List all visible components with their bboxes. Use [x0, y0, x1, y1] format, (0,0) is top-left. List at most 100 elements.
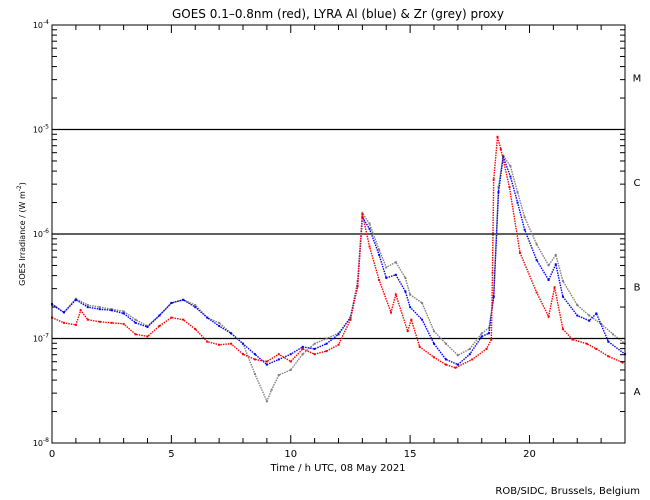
data-point: [588, 314, 591, 317]
data-point: [122, 312, 125, 315]
data-point: [74, 297, 77, 300]
y-tick-exponent: -7: [43, 333, 49, 340]
y-tick-exponent: -6: [43, 228, 49, 235]
data-point: [571, 338, 574, 341]
data-point: [385, 276, 388, 279]
data-point: [421, 318, 424, 321]
data-point: [404, 276, 407, 279]
data-point: [368, 245, 371, 248]
data-point: [98, 320, 101, 323]
data-point: [265, 360, 268, 363]
data-point: [74, 298, 77, 301]
data-point: [535, 243, 538, 246]
data-point: [492, 295, 495, 298]
data-point: [62, 321, 65, 324]
y-axis-label-end: ): [18, 182, 27, 185]
data-point: [325, 342, 328, 345]
data-point: [454, 366, 457, 369]
x-tick-label: 0: [49, 449, 55, 460]
data-point: [468, 353, 471, 356]
data-point: [621, 361, 624, 364]
flare-class-label: C: [634, 178, 641, 189]
data-point: [313, 353, 316, 356]
data-point: [218, 343, 221, 346]
data-point: [277, 374, 280, 377]
data-point: [134, 333, 137, 336]
data-point: [394, 293, 397, 296]
data-point: [349, 318, 352, 321]
data-point: [110, 321, 113, 324]
data-point: [265, 363, 268, 366]
data-point: [480, 332, 483, 335]
data-point: [218, 321, 221, 324]
data-point: [394, 261, 397, 264]
data-point: [301, 347, 304, 350]
data-point: [265, 400, 268, 403]
data-point: [516, 201, 519, 204]
data-point: [253, 358, 256, 361]
data-point: [406, 330, 409, 333]
data-point: [301, 345, 304, 348]
data-point: [146, 326, 149, 329]
data-point: [612, 333, 615, 336]
data-point: [170, 301, 173, 304]
data-point: [497, 191, 500, 194]
data-point: [456, 354, 459, 357]
y-axis-label: GOES Irradiance / (W m-2): [16, 182, 27, 286]
data-point: [588, 319, 591, 322]
data-point: [270, 388, 273, 391]
y-tick-base: 10: [33, 335, 43, 344]
data-point: [86, 318, 89, 321]
data-point: [554, 263, 557, 266]
data-point: [361, 216, 364, 219]
y-tick-exponent: -4: [43, 19, 49, 26]
data-point: [433, 330, 435, 333]
data-point: [206, 340, 209, 343]
data-point: [182, 298, 185, 301]
data-point: [182, 318, 185, 321]
x-tick-label: 10: [284, 449, 297, 460]
data-point: [368, 222, 371, 225]
x-tick-label: 15: [404, 449, 417, 460]
y-tick-exponent: -5: [43, 124, 49, 131]
data-point: [253, 353, 256, 356]
data-point: [547, 315, 550, 318]
chart-title: GOES 0.1–0.8nm (red), LYRA Al (blue) & Z…: [172, 7, 504, 21]
data-point: [289, 353, 292, 356]
series-lyra-zr-proxy: [51, 153, 626, 403]
data-point: [122, 322, 125, 325]
data-point: [547, 264, 550, 267]
data-point: [218, 324, 221, 327]
data-point: [230, 332, 233, 335]
data-point: [206, 316, 209, 319]
data-point: [86, 304, 89, 307]
data-point: [433, 356, 435, 359]
data-point: [394, 273, 397, 276]
data-point: [410, 318, 413, 321]
x-tick-label: 20: [523, 449, 536, 460]
data-point: [289, 360, 292, 363]
x-axis-label: Time / h UTC, 08 May 2021: [269, 463, 405, 474]
y-tick-label: 10-7: [33, 333, 49, 344]
data-point: [409, 306, 412, 309]
data-point: [607, 340, 610, 343]
series-goes-0-1-0-8nm: [51, 135, 624, 369]
data-point: [110, 308, 113, 311]
flare-class-label: B: [634, 282, 641, 293]
data-point: [194, 328, 197, 331]
y-tick-base: 10: [33, 230, 43, 239]
data-point: [253, 373, 256, 376]
data-point: [404, 290, 407, 293]
y-tick-exponent: -8: [43, 437, 49, 444]
data-point: [230, 342, 233, 345]
data-point: [242, 342, 244, 345]
data-point: [561, 295, 564, 298]
y-tick-base: 10: [33, 126, 43, 135]
y-tick-base: 10: [33, 439, 43, 448]
data-point: [277, 353, 280, 356]
data-point: [485, 347, 488, 350]
data-point: [554, 253, 557, 256]
data-point: [62, 311, 65, 314]
data-point: [595, 347, 598, 350]
data-point: [409, 293, 412, 296]
